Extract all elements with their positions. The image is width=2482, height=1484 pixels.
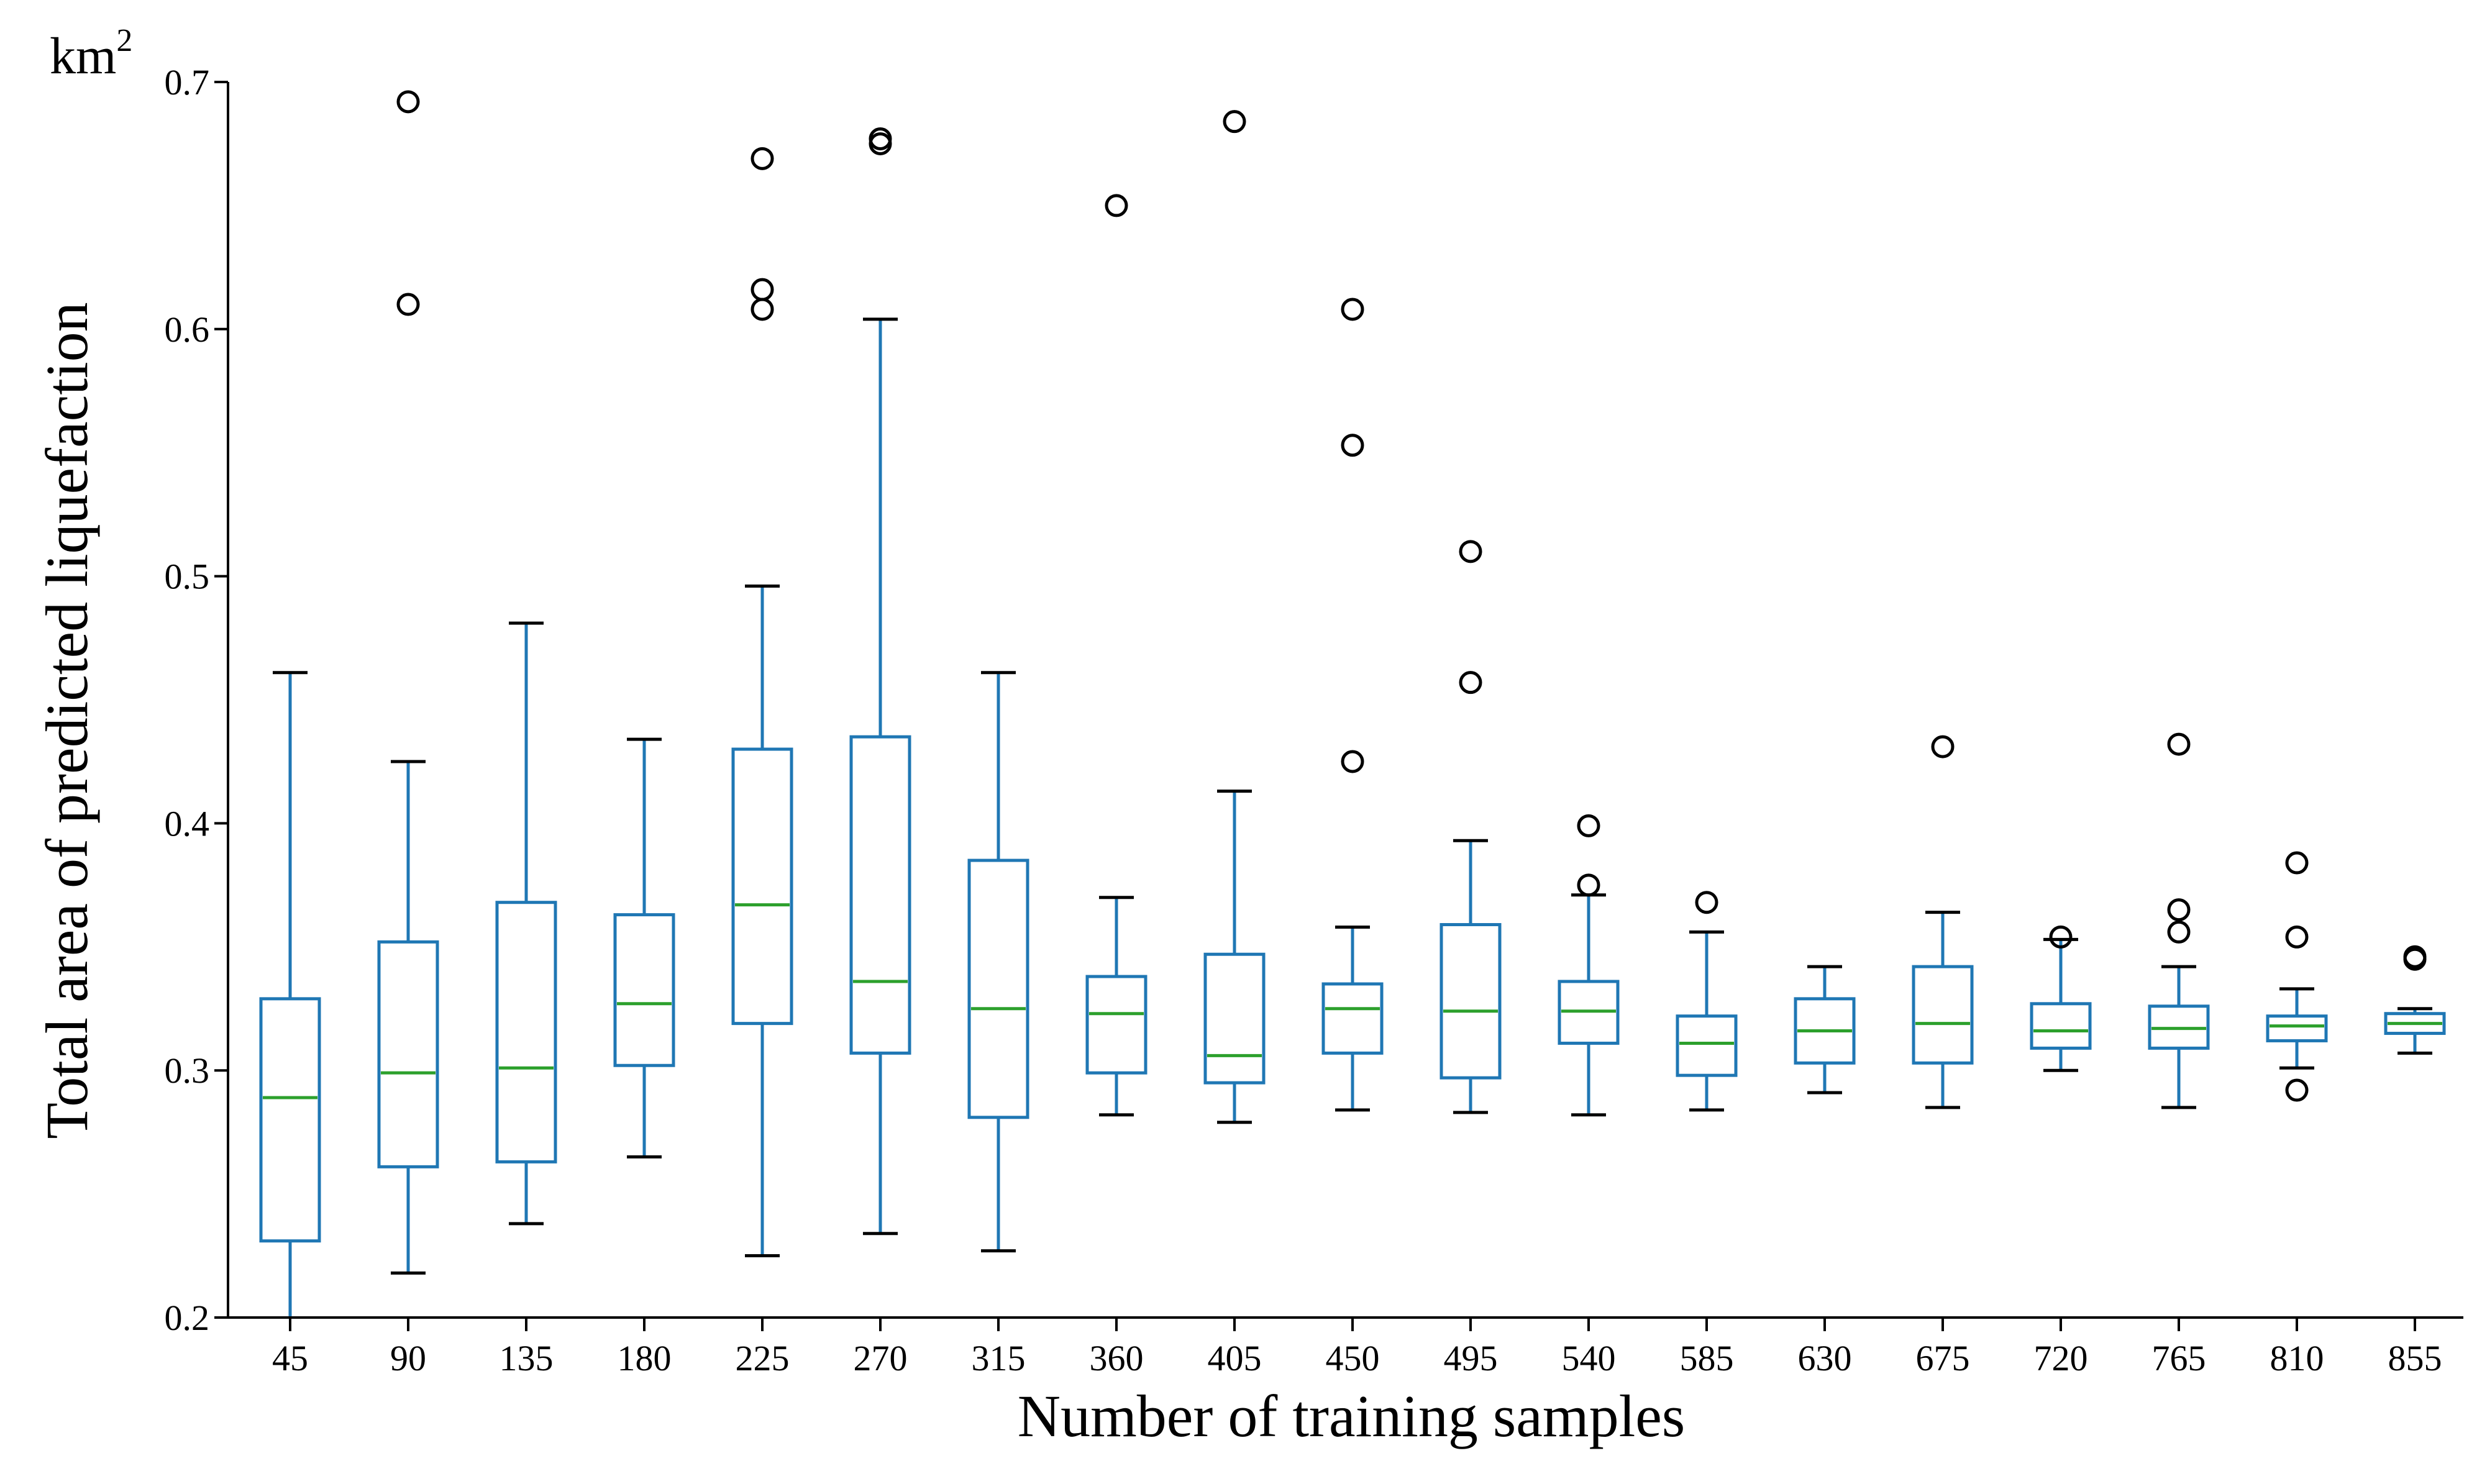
y-tick-label: 0.7 [165,62,210,102]
x-tick-label: 765 [2152,1338,2206,1378]
box-group-225 [731,147,793,1258]
outlier-point [2403,945,2427,968]
outlier-point [1223,110,1246,134]
outlier-point [869,127,892,150]
y-ticks: 0.2 0.3 0.4 0.5 0.6 0.7 [165,62,228,1338]
box-iqr [1203,952,1266,1085]
x-tick-label: 855 [2388,1338,2442,1378]
outlier-point [1105,194,1128,217]
x-tick-label: 450 [1326,1338,1380,1378]
outlier-point [751,278,774,301]
outlier-point [2167,920,2191,944]
box-iqr [2266,1014,2328,1042]
box-group-360 [1085,194,1147,1117]
box-iqr [1912,965,1974,1065]
box-group-45 [259,671,321,1318]
outlier-point [1931,735,1955,758]
y-tick-label: 0.5 [165,557,210,597]
y-tick-label: 0.6 [165,309,210,350]
x-tick-label: 540 [1562,1338,1616,1378]
x-tick-label: 630 [1798,1338,1852,1378]
box-group-495 [1439,540,1502,1114]
x-tick-label: 135 [500,1338,554,1378]
box-group-450 [1321,298,1384,1112]
y-tick-label: 0.4 [165,803,210,844]
box-iqr [495,901,557,1163]
outlier-point [2049,925,2073,949]
boxes-layer [259,90,2446,1318]
outlier-point [2167,732,2191,756]
box-iqr [2384,1012,2446,1036]
unit-exponent: 2 [116,23,132,58]
box-iqr [1085,975,1147,1075]
outlier-point [2285,925,2309,949]
box-group-135 [495,621,557,1226]
box-group-90 [377,90,439,1275]
x-tick-label: 675 [1916,1338,1970,1378]
y-tick-label: 0.2 [165,1298,210,1338]
outlier-point [1341,298,1364,321]
x-tick-label: 90 [390,1338,426,1378]
box-group-720 [2030,925,2092,1072]
x-tick-label: 495 [1444,1338,1498,1378]
x-tick-label: 405 [1208,1338,1262,1378]
outlier-point [2167,898,2191,922]
box-iqr [1794,997,1856,1065]
outlier-point [1577,873,1600,897]
x-tick-label: 225 [736,1338,790,1378]
box-iqr [1676,1014,1738,1077]
box-iqr [613,913,675,1067]
box-group-540 [1558,814,1620,1117]
outlier-point [751,147,774,170]
outlier-point [396,90,420,114]
y-tick-label: 0.3 [165,1050,210,1091]
box-iqr [1321,982,1384,1055]
outlier-point [751,298,774,321]
box-group-270 [849,127,911,1236]
unit-label: km2 [50,23,132,85]
y-axis-title: Total area of predicted liquefaction [34,302,100,1139]
box-iqr [2148,1004,2210,1050]
axes-layer [227,82,2463,1319]
outlier-point [2285,1078,2309,1102]
x-tick-label: 810 [2270,1338,2324,1378]
outlier-point [1459,671,1482,694]
outlier-point [2285,851,2309,875]
box-iqr [377,940,439,1168]
box-group-675 [1912,735,1974,1109]
x-tick-label: 270 [854,1338,908,1378]
x-axis-title: Number of training samples [1018,1383,1685,1449]
box-group-585 [1676,891,1738,1112]
box-group-405 [1203,110,1266,1124]
box-group-810 [2266,851,2328,1102]
box-group-315 [967,671,1029,1253]
unit-base: km [50,27,116,85]
box-iqr [849,735,911,1055]
box-iqr [1558,980,1620,1045]
outlier-point [1577,814,1600,837]
box-group-855 [2384,945,2446,1055]
x-tick-label: 315 [972,1338,1026,1378]
x-tick-label: 180 [618,1338,672,1378]
outlier-point [1459,540,1482,563]
box-iqr [731,747,793,1026]
outlier-point [1341,434,1364,457]
box-group-765 [2148,732,2210,1109]
outlier-point [396,293,420,316]
box-iqr [1439,922,1502,1080]
box-group-630 [1794,965,1856,1095]
x-tick-label: 720 [2034,1338,2088,1378]
box-iqr [967,858,1029,1119]
outlier-point [1695,891,1718,914]
outlier-point [1341,750,1364,773]
box-group-180 [613,737,675,1159]
x-ticks: 45 90 135 180 225 270 315 360 405 450 495 540 585 630… [272,1318,2442,1378]
x-tick-label: 360 [1090,1338,1144,1378]
x-tick-label: 585 [1680,1338,1734,1378]
box-iqr [259,997,321,1243]
x-tick-label: 45 [272,1338,308,1378]
box-iqr [2030,1002,2092,1050]
